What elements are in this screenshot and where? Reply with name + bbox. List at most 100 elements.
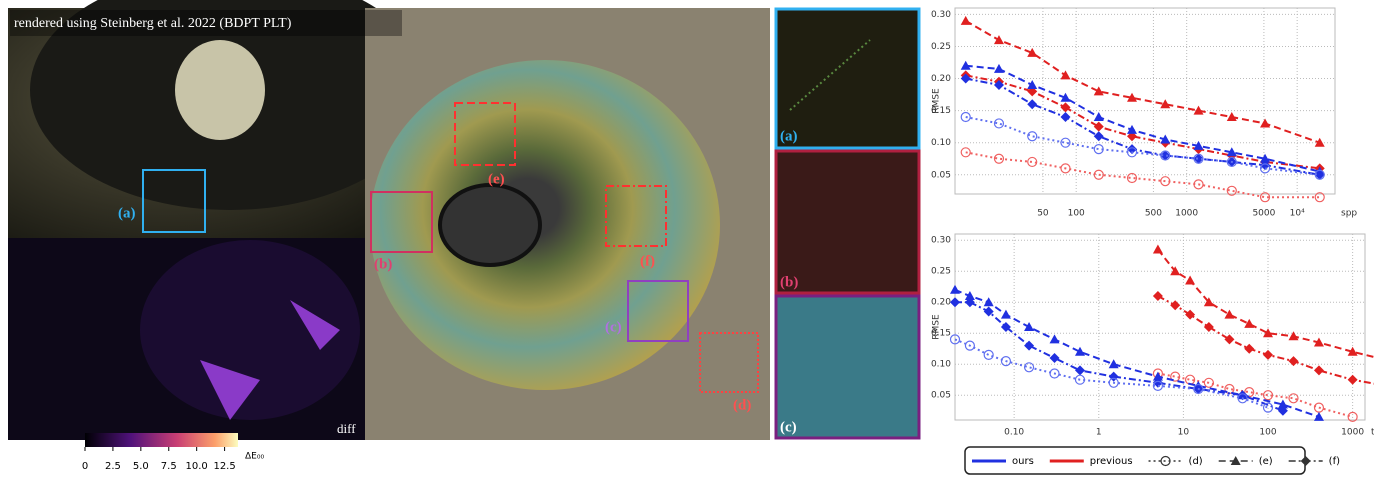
marker (1160, 150, 1171, 161)
marker (1347, 374, 1358, 385)
colorbar-tick-label: 0 (82, 461, 88, 472)
x-tick-label: 1 (1096, 428, 1102, 438)
y-tick-label: 0.30 (931, 236, 951, 246)
x-tick-label: 0.10 (1004, 428, 1024, 438)
x-tick-label: 500 (1145, 209, 1162, 219)
colorbar-tick-label: 2.5 (105, 461, 121, 472)
marker (1314, 192, 1325, 203)
marker (1060, 112, 1071, 123)
series-line (965, 19, 1321, 144)
marker (1023, 362, 1035, 373)
marker (1152, 291, 1163, 301)
marker (1347, 411, 1358, 422)
marker (1027, 47, 1038, 57)
legend-label: previous (1090, 456, 1133, 467)
marker (960, 15, 971, 25)
marker (1260, 118, 1271, 128)
y-axis-label: RMSE (932, 88, 942, 114)
marker (1027, 156, 1038, 168)
legend-label: (e) (1259, 456, 1273, 467)
title-bg (10, 10, 402, 36)
marker (1024, 322, 1035, 331)
marker (960, 147, 971, 158)
colorbar-label: ΔE₀₀ (245, 452, 264, 462)
marker (960, 111, 971, 123)
marker (1193, 153, 1204, 164)
overlay-title: rendered using Steinberg et al. 2022 (BD… (14, 16, 292, 31)
marker (1277, 399, 1288, 409)
y-tick-label: 0.30 (931, 10, 951, 20)
marker (1060, 163, 1071, 174)
box-b (370, 191, 433, 253)
y-tick-label: 0.20 (931, 298, 951, 308)
y-tick-label: 0.15 (931, 106, 951, 116)
marker (1185, 309, 1196, 320)
x-axis-label: spp (1341, 209, 1357, 219)
marker (1000, 309, 1011, 319)
y-tick-label: 0.15 (931, 329, 951, 339)
inset-c (774, 294, 921, 440)
marker (964, 340, 976, 351)
marker (1170, 371, 1181, 382)
marker (1193, 383, 1204, 395)
marker (1152, 380, 1164, 391)
inset-label-c: (c) (780, 419, 797, 435)
marker (1226, 185, 1237, 196)
marker (1313, 337, 1324, 347)
y-tick-label: 0.20 (931, 74, 951, 84)
colorbar-ticks: 0 2.5 5.0 7.5 10.0 12.5 (82, 447, 236, 472)
marker (1160, 134, 1171, 144)
label-c: (c) (605, 319, 622, 335)
inset-label-a: (a) (780, 128, 798, 144)
y-tick-label: 0.25 (931, 42, 951, 52)
marker (1127, 144, 1138, 155)
marker (1260, 153, 1271, 163)
marker (1193, 179, 1204, 190)
label-d: (d) (733, 397, 751, 413)
marker (1226, 147, 1237, 157)
marker (964, 291, 975, 300)
marker (1027, 99, 1038, 110)
marker (1347, 346, 1358, 356)
box-f (605, 185, 667, 247)
series-line (965, 151, 1320, 199)
marker (950, 284, 960, 294)
marker (1152, 371, 1163, 381)
x-tick-label: 1000 (1341, 428, 1364, 438)
chart: 0.05 0.10 0.15 0.20 0.25 0.30 0.10 1 10 100 1000 RM… (931, 233, 1374, 438)
x-tick-label: 10 (1178, 428, 1190, 438)
legend: ours previous (d) (e) (f) (972, 455, 1340, 467)
series-line (965, 116, 1320, 176)
marker (1126, 147, 1138, 158)
marker (1226, 156, 1237, 168)
marker (1108, 359, 1119, 369)
x-tick-label: 100 (1259, 428, 1276, 438)
cd-hub (438, 183, 542, 267)
legend-label: (d) (1189, 456, 1203, 467)
y-tick-label: 0.25 (931, 267, 951, 277)
marker (1127, 92, 1138, 102)
marker (1237, 393, 1248, 404)
colorbar (85, 433, 238, 447)
marker (1314, 169, 1325, 180)
marker (1244, 343, 1255, 354)
marker (1093, 112, 1104, 122)
marker (1193, 140, 1204, 150)
marker (1288, 393, 1299, 404)
marker (1288, 356, 1299, 367)
marker (1224, 309, 1235, 319)
y-tick-label: 0.05 (931, 391, 951, 401)
marker (1160, 455, 1171, 467)
box-a (142, 169, 206, 233)
colorbar-tick-label: 12.5 (213, 461, 235, 472)
marker (1314, 169, 1325, 180)
inset-label-b: (b) (780, 274, 798, 290)
colorbar-tick-label: 10.0 (186, 461, 208, 472)
marker (1160, 150, 1171, 161)
label-a: (a) (118, 205, 136, 221)
label-f: (f) (640, 253, 655, 269)
marker (1313, 365, 1324, 376)
charts: 0.05 0.10 0.15 0.20 0.25 0.30 50 100 500 1000 5000… (931, 7, 1374, 438)
marker (1060, 92, 1071, 102)
